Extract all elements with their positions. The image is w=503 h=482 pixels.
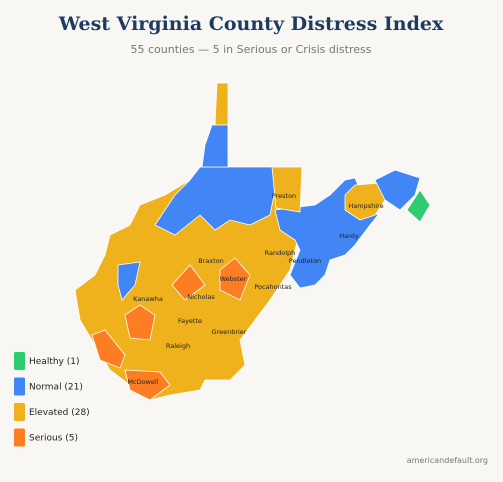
county-label: Hardy [339,232,359,240]
legend-label: Normal (21) [29,383,83,393]
county-label: Greenbrier [212,328,247,336]
county [219,257,251,301]
state-map [74,82,431,401]
legend: Healthy (1) Normal (21) Elevated (28) Serio… [14,352,90,447]
county-label: Nicholas [187,293,215,301]
county [117,261,141,301]
county-label: Braxton [198,257,224,265]
legend-label: Elevated (28) [29,408,90,418]
legend-swatch [14,403,25,421]
county [271,166,303,213]
county [201,124,229,168]
county [344,182,386,221]
county-label: Webster [220,275,247,283]
county [124,304,156,341]
county [171,264,206,301]
county-label: Preston [272,192,296,200]
county-label: Randolph [265,249,296,257]
county-label: Pendleton [289,257,321,265]
county [91,329,126,369]
county [406,189,431,223]
legend-swatch [14,352,25,370]
legend-swatch [14,428,25,447]
county [374,169,421,211]
county-label: Fayette [178,317,202,325]
legend-label: Serious (5) [29,434,78,444]
county-label: Hampshire [348,202,383,210]
county [154,166,281,236]
subtitle: 55 counties — 5 in Serious or Crisis dis… [131,43,372,56]
source: americandefault.org [407,456,488,465]
county-label: Pocahontas [254,283,292,291]
county-label: Kanawha [133,295,163,303]
county-label: Raleigh [166,342,190,350]
county [214,82,229,126]
county [124,369,171,401]
title: West Virginia County Distress Index [58,13,444,35]
county-label: McDowell [127,378,158,386]
legend-swatch [14,377,25,396]
legend-label: Healthy (1) [29,357,80,367]
